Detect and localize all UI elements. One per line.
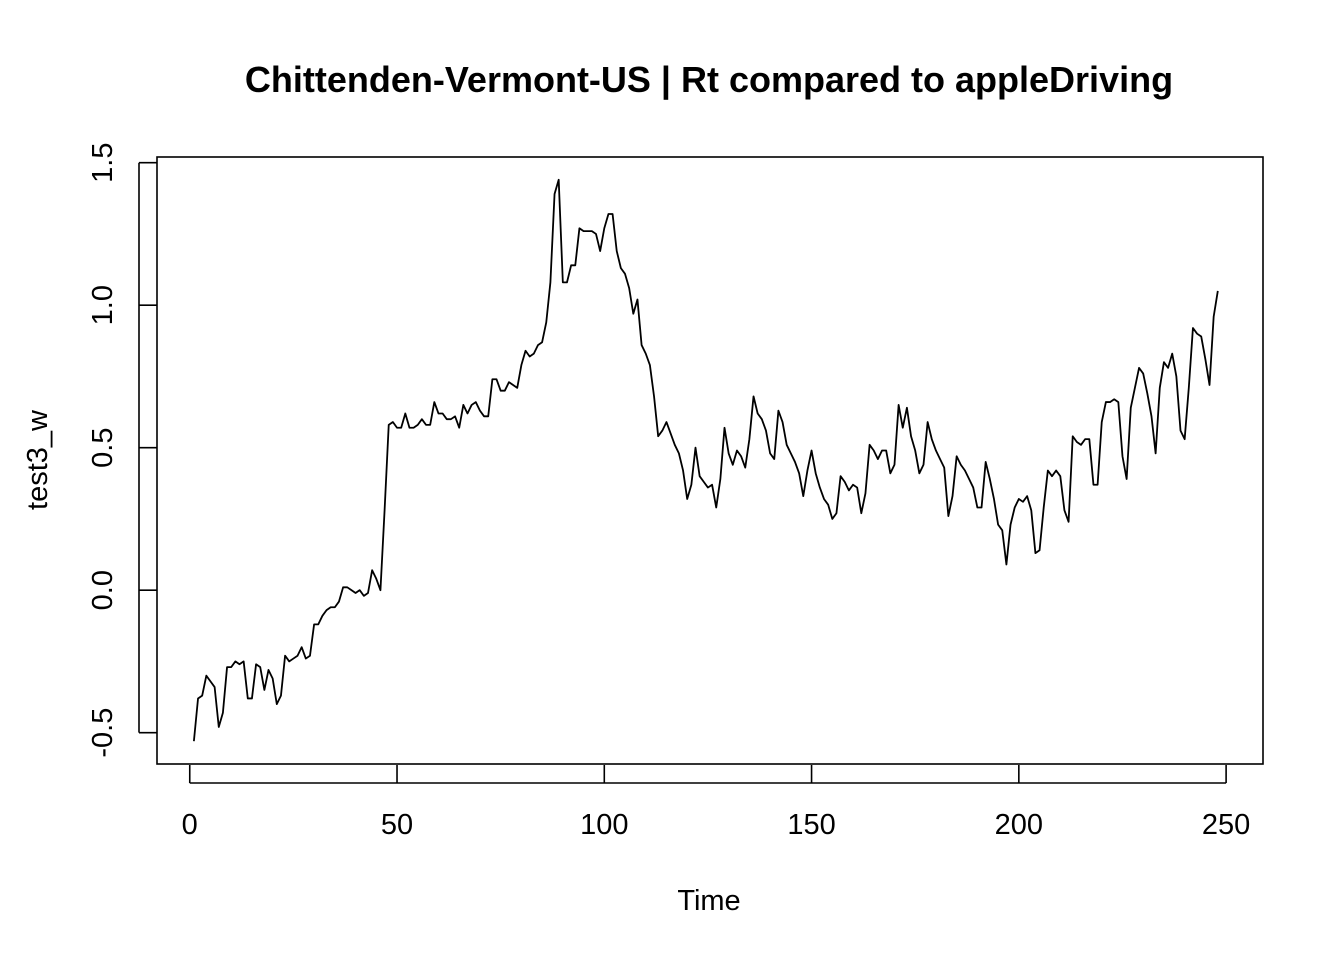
x-axis-title: Time <box>677 885 740 917</box>
x-tick-label: 250 <box>1202 809 1250 841</box>
chart-title: Chittenden-Vermont-US | Rt compared to a… <box>245 59 1173 101</box>
x-tick-label: 150 <box>787 809 835 841</box>
y-tick-label: 0.0 <box>87 570 119 610</box>
x-tick-label: 100 <box>580 809 628 841</box>
y-axis-title: test3_w <box>22 409 54 510</box>
x-axis: 0 50 100 150 200 250 <box>182 765 1250 841</box>
x-tick-label: 50 <box>381 809 413 841</box>
y-tick-label: 1.5 <box>87 143 119 183</box>
y-tick-label: 0.5 <box>87 428 119 468</box>
plot-area-border <box>156 156 1264 765</box>
x-tick-label: 200 <box>995 809 1043 841</box>
y-tick-label: 1.0 <box>87 285 119 325</box>
series-line <box>192 178 1219 742</box>
y-axis: -0.5 0.0 0.5 1.0 1.5 <box>87 143 157 758</box>
y-tick-label: -0.5 <box>87 708 119 758</box>
x-tick-label: 0 <box>182 809 198 841</box>
